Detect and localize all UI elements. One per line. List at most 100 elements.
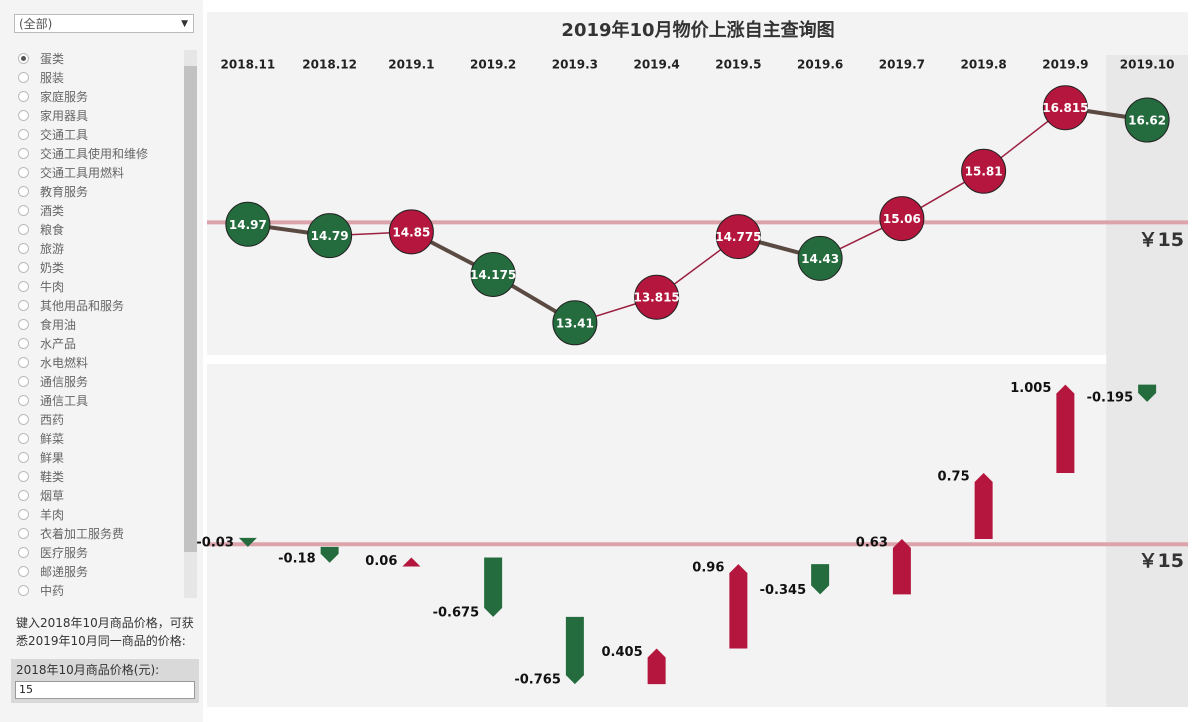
radio[interactable] — [18, 566, 29, 577]
category-option[interactable]: 家庭服务 — [18, 87, 182, 106]
category-option[interactable]: 交通工具 — [18, 125, 182, 144]
radio[interactable] — [18, 509, 29, 520]
category-label: 水电燃料 — [40, 356, 89, 370]
highlight-column — [1106, 55, 1188, 707]
radio[interactable] — [18, 281, 29, 292]
category-option[interactable]: 衣着加工服务费 — [18, 524, 182, 543]
category-label: 鞋类 — [40, 470, 65, 484]
radio[interactable] — [18, 110, 29, 121]
radio[interactable] — [18, 186, 29, 197]
category-option[interactable]: 羊肉 — [18, 505, 182, 524]
category-option[interactable]: 交通工具使用和维修 — [18, 144, 182, 163]
category-option[interactable]: 服装 — [18, 68, 182, 87]
radio[interactable] — [18, 452, 29, 463]
bottom-panel — [207, 364, 1188, 707]
change-bar — [1056, 384, 1075, 474]
radio[interactable] — [18, 205, 29, 216]
radio[interactable] — [18, 414, 29, 425]
radio[interactable] — [18, 148, 29, 159]
category-option[interactable]: 中药 — [18, 581, 182, 600]
radio[interactable] — [18, 585, 29, 596]
price-point — [470, 251, 516, 297]
dropdown-value: (全部) — [19, 17, 53, 31]
category-option[interactable]: 其他用品和服务 — [18, 296, 182, 315]
radio[interactable] — [18, 319, 29, 330]
change-bar — [402, 557, 421, 567]
scroll-thumb[interactable] — [184, 66, 197, 552]
change-label: -0.675 — [433, 605, 480, 620]
category-option[interactable]: 通信服务 — [18, 372, 182, 391]
change-label: 0.06 — [365, 554, 397, 569]
price-label: 14.97 — [229, 218, 267, 232]
radio[interactable] — [18, 338, 29, 349]
category-option[interactable]: 教育服务 — [18, 182, 182, 201]
price-point — [1042, 85, 1088, 131]
radio[interactable] — [18, 547, 29, 558]
x-tick-label: 2019.3 — [552, 58, 598, 72]
change-label: 0.75 — [938, 470, 970, 485]
price-point — [634, 274, 680, 320]
x-tick-label: 2018.11 — [221, 58, 276, 72]
category-option[interactable]: 医疗服务 — [18, 543, 182, 562]
radio[interactable] — [18, 376, 29, 387]
category-label: 服装 — [40, 71, 65, 85]
radio[interactable] — [18, 471, 29, 482]
change-bar — [647, 648, 666, 685]
category-label: 通信服务 — [40, 375, 89, 389]
category-option[interactable]: 鲜果 — [18, 448, 182, 467]
scrollbar[interactable] — [184, 50, 197, 598]
category-label: 鲜菜 — [40, 432, 65, 446]
category-label: 食用油 — [40, 318, 77, 332]
x-tick-label: 2019.1 — [388, 58, 434, 72]
radio[interactable] — [18, 433, 29, 444]
category-label: 医疗服务 — [40, 546, 89, 560]
category-option[interactable]: 西药 — [18, 410, 182, 429]
x-tick-label: 2019.2 — [470, 58, 516, 72]
price-label: 13.41 — [556, 316, 594, 330]
category-option[interactable]: 酒类 — [18, 201, 182, 220]
category-option[interactable]: 鲜菜 — [18, 429, 182, 448]
category-option[interactable]: 蛋类 — [18, 49, 182, 68]
radio[interactable] — [18, 357, 29, 368]
category-option[interactable]: 粮食 — [18, 220, 182, 239]
radio[interactable] — [18, 262, 29, 273]
radio[interactable] — [18, 224, 29, 235]
price-input[interactable]: 15 — [15, 681, 195, 699]
radio[interactable] — [18, 490, 29, 501]
category-label: 奶类 — [40, 261, 65, 275]
category-option[interactable]: 家用器具 — [18, 106, 182, 125]
category-option[interactable]: 邮递服务 — [18, 562, 182, 581]
category-option[interactable]: 交通工具用燃料 — [18, 163, 182, 182]
category-option[interactable]: 水电燃料 — [18, 353, 182, 372]
radio[interactable] — [18, 53, 29, 64]
prompt: 键入2018年10月商品价格，可获悉2019年10月同一商品的价格: — [16, 616, 194, 648]
category-option[interactable]: 旅游 — [18, 239, 182, 258]
category-option[interactable]: 水产品 — [18, 334, 182, 353]
category-label: 水产品 — [40, 337, 77, 351]
change-bar — [729, 564, 748, 649]
x-tick-label: 2019.10 — [1120, 58, 1175, 72]
category-option[interactable]: 牛肉 — [18, 277, 182, 296]
radio[interactable] — [18, 243, 29, 254]
price-label: 16.62 — [1128, 114, 1166, 128]
category-label: 蛋类 — [40, 52, 65, 66]
category-option[interactable]: 奶类 — [18, 258, 182, 277]
dropdown[interactable]: (全部) ▼ — [14, 14, 194, 33]
x-tick-label: 2019.7 — [879, 58, 925, 72]
radio[interactable] — [18, 72, 29, 83]
radio[interactable] — [18, 167, 29, 178]
radio[interactable] — [18, 395, 29, 406]
change-label: -0.03 — [196, 535, 233, 550]
price-point — [388, 209, 434, 255]
radio[interactable] — [18, 129, 29, 140]
category-option[interactable]: 烟草 — [18, 486, 182, 505]
price-point — [225, 201, 271, 247]
category-option[interactable]: 通信工具 — [18, 391, 182, 410]
price-label: 14.43 — [801, 252, 839, 266]
radio[interactable] — [18, 528, 29, 539]
radio[interactable] — [18, 300, 29, 311]
radio[interactable] — [18, 91, 29, 102]
category-option[interactable]: 食用油 — [18, 315, 182, 334]
category-option[interactable]: 鞋类 — [18, 467, 182, 486]
